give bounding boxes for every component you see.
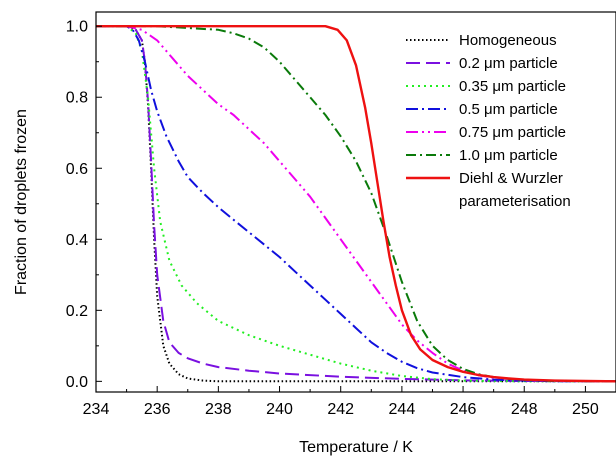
- y-tick-label: 1.0: [66, 19, 88, 36]
- x-tick-label: 244: [389, 401, 416, 418]
- legend-label-5: 0.75 μm particle: [459, 124, 566, 141]
- x-axis-label: Temperature / K: [299, 439, 413, 456]
- series-layer: [96, 25, 616, 383]
- series-line-4: [96, 25, 616, 383]
- x-tick-label: 250: [572, 401, 599, 418]
- legend-label-7: parameterisation: [459, 193, 571, 210]
- x-tick-label: 234: [83, 401, 110, 418]
- y-axis-label: Fraction of droplets frozen: [13, 109, 30, 295]
- y-tick-label: 0.2: [66, 303, 88, 320]
- series-line-2: [96, 25, 616, 383]
- x-tick-label: 248: [511, 401, 538, 418]
- x-tick-label: 240: [266, 401, 293, 418]
- legend-label-1: Homogeneous: [459, 32, 557, 49]
- y-axis: 0.0 0.2 0.4 0.6 0.8 1.0: [66, 19, 102, 391]
- legend-label-3: 0.35 μm particle: [459, 78, 566, 95]
- x-tick-label: 238: [205, 401, 232, 418]
- series-line-5: [96, 25, 616, 383]
- legend: Homogeneous 0.2 μm particle 0.35 μm partic…: [406, 32, 571, 210]
- legend-label-6: 1.0 μm particle: [459, 147, 558, 164]
- x-tick-label: 246: [450, 401, 477, 418]
- y-tick-label: 0.4: [66, 232, 88, 249]
- series-line-7: [96, 25, 616, 383]
- y-tick-label: 0.6: [66, 161, 88, 178]
- x-tick-label: 242: [327, 401, 354, 418]
- legend-label-7: Diehl & Wurzler: [459, 170, 563, 187]
- legend-label-2: 0.2 μm particle: [459, 55, 558, 72]
- y-tick-label: 0.8: [66, 90, 88, 107]
- legend-label-4: 0.5 μm particle: [459, 101, 558, 118]
- x-axis: 234 236 238 240 242 244 246 248 250: [83, 386, 599, 418]
- plot-frame: [95, 11, 616, 393]
- series-line-3: [96, 25, 616, 383]
- x-tick-label: 236: [144, 401, 171, 418]
- y-tick-label: 0.0: [66, 374, 88, 391]
